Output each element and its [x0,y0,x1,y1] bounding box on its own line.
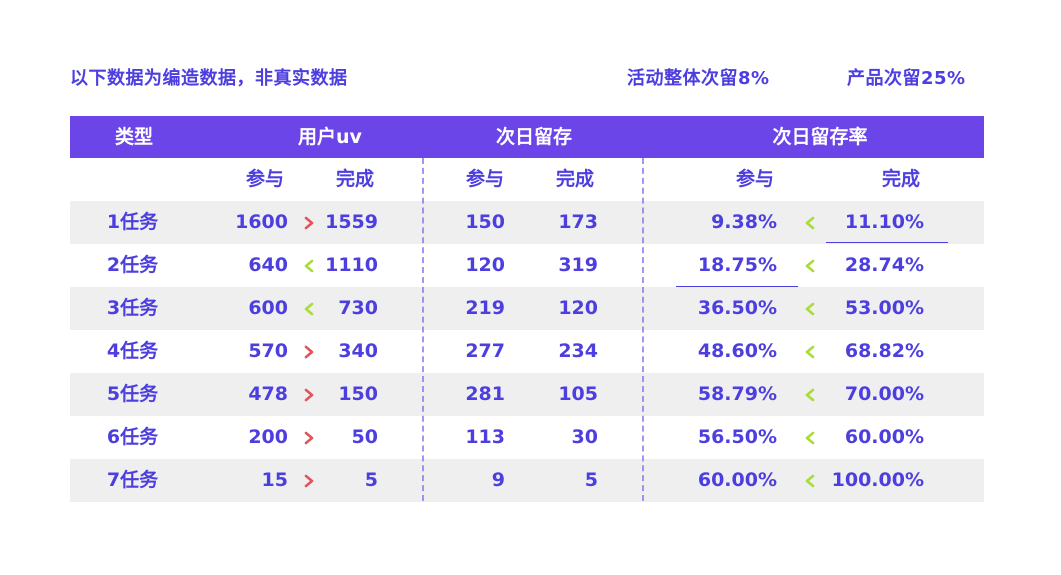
subheader-rate-join: 参与 [736,168,775,190]
header-type: 类型 [114,126,153,148]
cell-uv-done: 340 [338,340,378,362]
subheader-uv-done: 完成 [336,168,375,190]
cell-ret-done: 319 [558,254,598,276]
uv-trend-right-icon [304,388,314,402]
cell-ret-join: 9 [491,469,505,491]
underline-row1-rate-done [826,242,948,243]
cell-uv-done: 150 [338,383,378,405]
rate-trend-left-icon [805,431,815,445]
cell-rate-join: 60.00% [697,469,777,491]
cell-ret-done: 234 [558,340,598,362]
cell-rate-done: 53.00% [844,297,924,319]
cell-ret-join: 219 [465,297,505,319]
rate-trend-left-icon [805,302,815,316]
table-row: 7任务 15 5 9 5 60.00% 100.00% [70,459,984,502]
cell-rate-join: 48.60% [697,340,777,362]
product-retention-stat: 产品次留25% [847,68,966,89]
divider-retention-rate [642,158,644,501]
cell-type: 4任务 [106,340,159,362]
cell-type: 7任务 [106,469,159,491]
cell-ret-done: 30 [571,426,598,448]
uv-trend-left-icon [304,302,314,316]
cell-rate-done: 68.82% [844,340,924,362]
cell-uv-join: 15 [261,469,288,491]
cell-uv-done: 5 [364,469,378,491]
rate-trend-left-icon [805,388,815,402]
underline-row2-rate-join [676,286,798,287]
uv-trend-left-icon [304,259,314,273]
table-row: 5任务 478 150 281 105 58.79% 70.00% [70,373,984,416]
uv-trend-right-icon [304,474,314,488]
cell-ret-join: 277 [465,340,505,362]
subheader-uv-join: 参与 [246,168,285,190]
table-body: 1任务 1600 1559 150 173 9.38% 11.10% 2任务 640 1110 12… [70,201,984,502]
subheader-rate-done: 完成 [882,168,921,190]
cell-uv-done: 1559 [325,211,378,233]
disclaimer-note: 以下数据为编造数据，非真实数据 [70,68,348,89]
retention-table: 类型 用户uv 次日留存 次日留存率 参与 完成 参与 完成 参与 完成 1任务… [70,116,984,502]
cell-rate-join: 56.50% [697,426,777,448]
cell-uv-join: 600 [248,297,288,319]
cell-ret-done: 105 [558,383,598,405]
cell-ret-done: 5 [584,469,598,491]
cell-uv-done: 730 [338,297,378,319]
cell-uv-join: 570 [248,340,288,362]
cell-ret-join: 281 [465,383,505,405]
table-header: 类型 用户uv 次日留存 次日留存率 [70,116,984,158]
subheader-ret-join: 参与 [466,168,505,190]
cell-uv-join: 200 [248,426,288,448]
cell-ret-done: 173 [558,211,598,233]
activity-retention-stat: 活动整体次留8% [627,68,770,89]
table-row: 4任务 570 340 277 234 48.60% 68.82% [70,330,984,373]
cell-uv-done: 1110 [325,254,378,276]
cell-rate-done: 60.00% [844,426,924,448]
cell-rate-done: 11.10% [844,211,924,233]
divider-uv-retention [422,158,424,501]
cell-type: 6任务 [106,426,159,448]
cell-type: 1任务 [106,211,159,233]
cell-uv-done: 50 [351,426,378,448]
cell-uv-join: 1600 [235,211,288,233]
subheader-ret-done: 完成 [556,168,595,190]
uv-trend-right-icon [304,345,314,359]
cell-rate-join: 18.75% [697,254,777,276]
table-row: 2任务 640 1110 120 319 18.75% 28.74% [70,244,984,287]
rate-trend-left-icon [805,259,815,273]
cell-type: 3任务 [106,297,159,319]
header-retention-rate: 次日留存率 [772,126,868,148]
cell-rate-done: 100.00% [831,469,924,491]
cell-rate-done: 70.00% [844,383,924,405]
table-row: 3任务 600 730 219 120 36.50% 53.00% [70,287,984,330]
cell-ret-join: 150 [465,211,505,233]
uv-trend-right-icon [304,431,314,445]
cell-rate-join: 58.79% [697,383,777,405]
cell-ret-join: 120 [465,254,505,276]
uv-trend-right-icon [304,216,314,230]
table-subheader: 参与 完成 参与 完成 参与 完成 [70,158,984,201]
rate-trend-left-icon [805,345,815,359]
cell-rate-done: 28.74% [844,254,924,276]
cell-ret-done: 120 [558,297,598,319]
cell-rate-join: 9.38% [711,211,777,233]
rate-trend-left-icon [805,216,815,230]
cell-ret-join: 113 [465,426,505,448]
header-uv: 用户uv [298,126,362,148]
header-retention: 次日留存 [495,126,572,148]
table-row: 1任务 1600 1559 150 173 9.38% 11.10% [70,201,984,244]
rate-trend-left-icon [805,474,815,488]
cell-rate-join: 36.50% [697,297,777,319]
cell-type: 5任务 [106,383,159,405]
table-row: 6任务 200 50 113 30 56.50% 60.00% [70,416,984,459]
cell-uv-join: 478 [248,383,288,405]
cell-type: 2任务 [106,254,159,276]
cell-uv-join: 640 [248,254,288,276]
